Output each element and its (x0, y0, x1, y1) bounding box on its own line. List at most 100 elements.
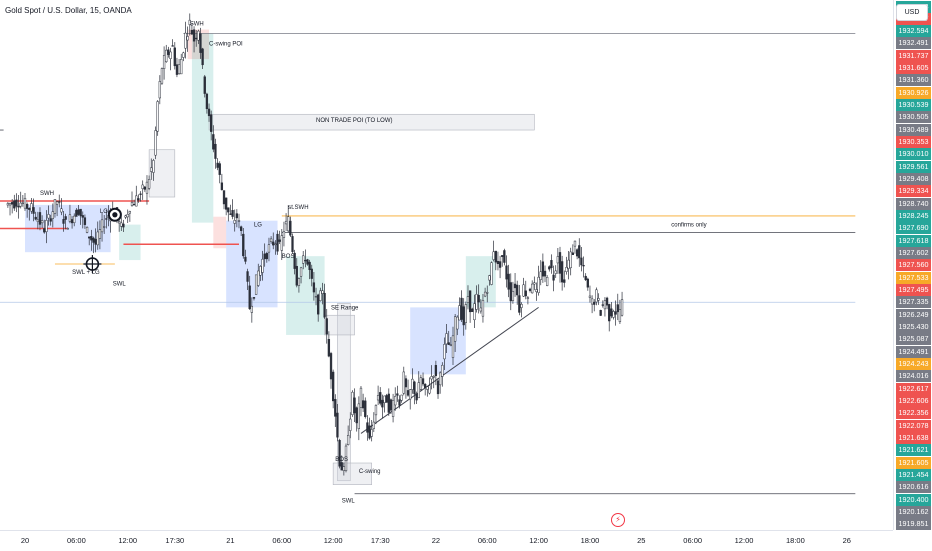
price-scale-label: 1929.561 (896, 160, 931, 173)
candle-body (379, 392, 382, 404)
candle-body (85, 226, 89, 233)
candle-body (160, 68, 164, 84)
candle-body (404, 378, 408, 388)
candle-body (225, 197, 228, 210)
candle-body (541, 261, 545, 277)
lightning-alert-icon[interactable]: ⚡ (611, 513, 625, 527)
candle-body (152, 160, 155, 173)
candle-body (68, 214, 72, 222)
candle-body (17, 205, 20, 208)
candle-body (252, 297, 256, 299)
candle-body (520, 304, 523, 308)
candle-body (239, 226, 243, 231)
candle-body (257, 270, 260, 286)
candle-body (47, 214, 50, 219)
price-scale-label: 1930.489 (896, 123, 931, 136)
candle-body (100, 219, 104, 233)
candle-body (314, 296, 318, 298)
candle-body (299, 267, 303, 277)
candle-body (567, 259, 570, 269)
candle-body (513, 283, 517, 289)
candle-body (171, 45, 174, 47)
candle-body (409, 389, 412, 400)
candle-body (605, 297, 609, 306)
candle-body (276, 233, 279, 252)
price-scale-label: 1920.162 (896, 505, 931, 518)
candle-body (560, 261, 564, 283)
price-scale-label: 1922.617 (896, 382, 931, 395)
candle-body (169, 51, 172, 59)
candle-body (218, 163, 221, 175)
candle-body (175, 64, 179, 75)
candle-body (323, 292, 326, 318)
candle-body (66, 228, 69, 230)
candle-body (612, 311, 615, 318)
candle-body (554, 270, 557, 274)
candle-body (96, 231, 99, 246)
candle-body (118, 221, 121, 224)
time-axis-label: 12:00 (323, 536, 343, 545)
candle-body (83, 217, 87, 225)
time-axis-label: 20 (20, 536, 30, 545)
candle-body (103, 226, 106, 228)
candle-body (582, 264, 585, 267)
price-scale-label: 1922.606 (896, 394, 931, 407)
candle-body (451, 335, 455, 358)
candle-body (336, 412, 339, 438)
candle-body (593, 301, 596, 305)
candle-body (145, 181, 149, 194)
candle-body (490, 262, 493, 285)
price-chart[interactable]: SWH C-swing POI NON TRADE POI (TO LOW) SWH L… (0, 0, 893, 530)
price-scale-label: 1929.408 (896, 173, 931, 186)
candle-body (430, 376, 433, 380)
candle-body (550, 260, 553, 268)
candle-body (205, 93, 209, 110)
candle-body (186, 36, 189, 41)
candle-body (366, 422, 369, 433)
candle-body (310, 268, 313, 279)
candle-body (94, 238, 97, 245)
currency-button[interactable]: USD (896, 4, 928, 21)
candle-body (227, 207, 230, 213)
candle-body (334, 399, 337, 417)
price-scale-label: 1931.737 (896, 49, 931, 62)
candle-body (195, 37, 198, 40)
candle-body (462, 306, 465, 326)
time-axis-label: 25 (637, 536, 646, 545)
time-axis[interactable]: 20 06:00 12:00 17:30 21 06:00 12:00 17:30 22 06:0… (0, 530, 893, 551)
eye-marker-pupil (112, 212, 118, 218)
price-scale[interactable]: 1933.0331932.6071932.5941932.4911931.737… (893, 0, 932, 531)
candle-body (233, 220, 236, 224)
candle-body (486, 292, 489, 294)
candle-body (105, 218, 108, 220)
candle-body (250, 305, 253, 313)
price-scale-label: 1927.495 (896, 283, 931, 296)
candle-body (81, 215, 84, 218)
chart-plot-area[interactable]: SWH C-swing POI NON TRADE POI (TO LOW) SWH L… (0, 0, 893, 530)
candle-body (235, 213, 239, 219)
price-scale-label: 1924.491 (896, 345, 931, 358)
candle-body (528, 288, 532, 291)
candle-body (184, 32, 187, 49)
time-axis-label: 17:30 (370, 536, 390, 545)
candle-body (75, 209, 78, 217)
candle-body (400, 394, 403, 401)
candle-body (533, 282, 536, 285)
candle-body (441, 364, 444, 377)
price-scale-label: 1929.334 (896, 185, 931, 198)
candle-body (267, 244, 271, 253)
candle-body (381, 399, 384, 408)
candle-body (447, 342, 450, 345)
candle-body (620, 299, 624, 316)
price-scale-label: 1928.245 (896, 210, 931, 223)
candle-body (51, 211, 54, 219)
candle-body (417, 382, 420, 399)
candle-body (565, 267, 568, 272)
time-axis-label: 06:00 (66, 536, 86, 545)
price-scale-label: 1930.539 (896, 99, 931, 112)
candle-body (575, 249, 579, 257)
time-axis-label: 17:30 (165, 536, 185, 545)
candle-body (62, 219, 65, 224)
candle-body (595, 289, 598, 303)
candle-body (92, 237, 95, 243)
